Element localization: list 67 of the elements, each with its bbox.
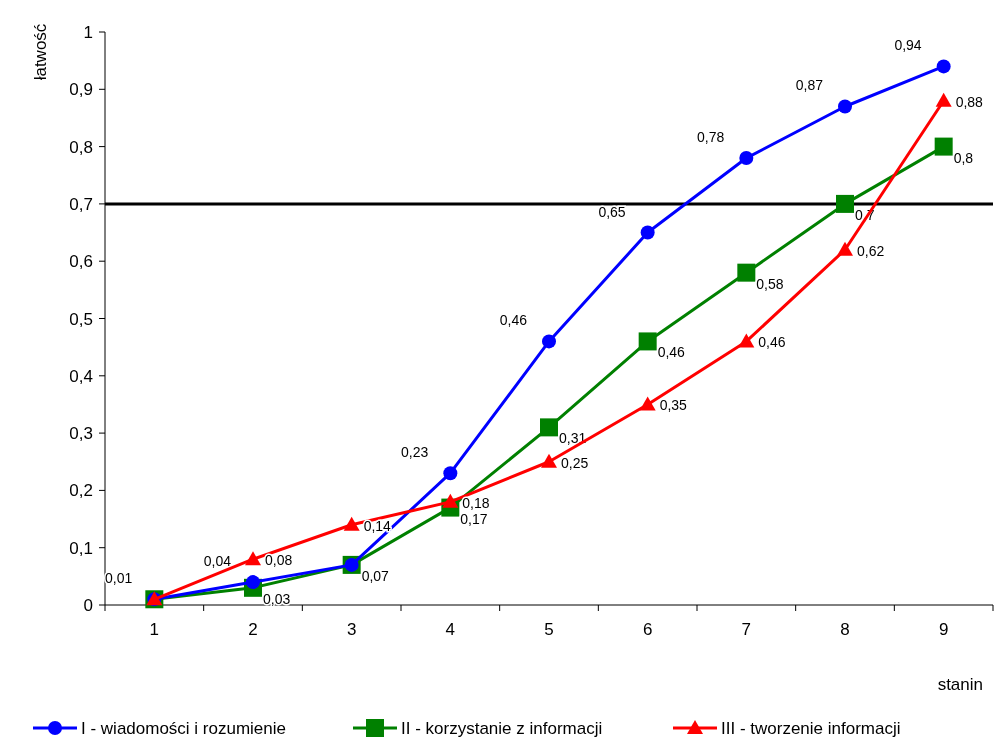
data-label: 0,87 — [795, 77, 824, 94]
x-tick-label: 7 — [741, 620, 752, 639]
data-label: 0,08 — [265, 552, 293, 569]
data-label: 0,18 — [462, 494, 490, 511]
data-label: 0,23 — [401, 444, 429, 461]
point — [738, 333, 755, 348]
data-label: 0,46 — [657, 344, 686, 361]
x-tick-label: 3 — [346, 620, 357, 639]
point — [739, 151, 754, 166]
legend-label: I - wiadomości i rozumienie — [81, 719, 287, 738]
y-tick-label: 0,1 — [69, 538, 93, 558]
x-tick-label: 4 — [445, 620, 456, 639]
y-tick-label: 1 — [83, 23, 93, 42]
y-tick-label: 0,9 — [69, 80, 93, 100]
data-label: 0,01 — [105, 570, 133, 587]
data-label: 0,25 — [561, 454, 589, 471]
data-label: 0,58 — [756, 275, 784, 292]
point — [443, 466, 458, 481]
data-label: 0,07 — [361, 567, 390, 584]
data-label: 0,14 — [363, 517, 392, 534]
point — [639, 396, 656, 411]
point — [542, 334, 556, 349]
y-tick-label: 0 — [83, 596, 93, 615]
y-axis-title: łatwość — [31, 23, 50, 81]
point — [246, 575, 260, 590]
data-label: 0,65 — [598, 203, 626, 220]
y-tick-label: 0,5 — [69, 309, 93, 329]
data-label: 0,17 — [460, 510, 488, 527]
data-label: 0,46 — [758, 334, 786, 351]
data-label: 0,03 — [263, 590, 291, 607]
x-tick-label: 9 — [938, 620, 949, 639]
data-label: 0,94 — [894, 37, 922, 54]
point — [934, 137, 953, 156]
y-tick-label: 0,7 — [69, 194, 93, 214]
y-tick-label: 0,2 — [69, 481, 93, 501]
point — [540, 418, 558, 437]
point — [838, 99, 852, 114]
point — [638, 332, 657, 351]
data-label: 0,62 — [857, 242, 885, 259]
point — [935, 92, 952, 107]
x-tick-label: 2 — [248, 620, 258, 639]
point — [442, 493, 459, 508]
point — [936, 59, 951, 74]
data-label: 0,88 — [955, 93, 984, 110]
y-tick-label: 0,4 — [69, 366, 93, 386]
legend-label: II - korzystanie z informacji — [401, 719, 603, 738]
x-axis-title: stanin — [937, 675, 983, 694]
x-tick-label: 5 — [544, 620, 554, 639]
point — [245, 551, 261, 566]
point — [640, 225, 655, 240]
point — [837, 241, 853, 256]
data-label: 0,04 — [203, 553, 232, 570]
y-tick-label: 0,6 — [69, 252, 93, 272]
point — [836, 194, 854, 213]
data-label: 0,78 — [697, 129, 725, 146]
point — [737, 263, 756, 282]
point — [541, 453, 557, 468]
x-tick-label: 8 — [840, 620, 850, 639]
y-tick-label: 0,8 — [69, 137, 93, 157]
legend-label: III - tworzenie informacji — [721, 719, 901, 738]
data-label: 0,46 — [499, 312, 528, 329]
data-label: 0,8 — [953, 149, 974, 166]
x-tick-label: 1 — [149, 620, 160, 639]
data-label: 0,35 — [659, 397, 688, 414]
x-tick-label: 6 — [642, 620, 653, 639]
point — [343, 516, 360, 531]
y-tick-label: 0,3 — [69, 424, 93, 444]
